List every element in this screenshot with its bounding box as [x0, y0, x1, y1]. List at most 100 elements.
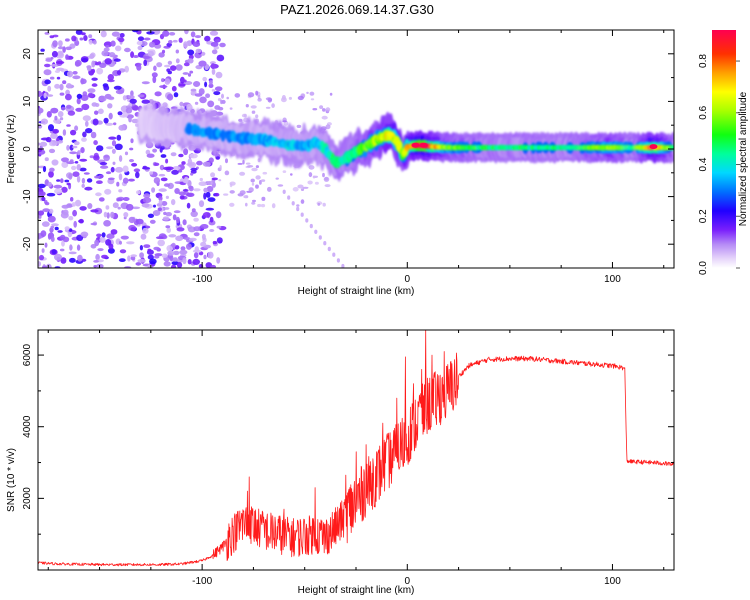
noise-blob — [175, 49, 179, 54]
noise-blob — [202, 161, 211, 167]
noise-blob — [81, 103, 90, 111]
noise-blob — [180, 246, 186, 251]
noise-blob — [83, 35, 88, 41]
noise-blob — [45, 263, 52, 268]
x-tick-label: 100 — [604, 274, 621, 285]
noise-blob — [172, 39, 178, 43]
noise-blob — [200, 224, 209, 229]
noise-blob — [54, 226, 59, 231]
noise-blob — [209, 229, 215, 232]
noise-blob — [94, 239, 100, 247]
noise-blob — [143, 244, 151, 249]
noise-blob — [110, 211, 115, 219]
noise-blob — [226, 96, 229, 100]
noise-blob — [44, 202, 50, 206]
noise-blob — [215, 71, 223, 79]
noise-blob — [171, 199, 176, 206]
noise-blob — [165, 225, 171, 229]
noise-blob — [205, 191, 211, 198]
noise-blob — [68, 216, 74, 221]
noise-blob — [72, 209, 77, 217]
colorbar-label: Normalized spectral amplitude — [738, 91, 749, 226]
noise-blob — [73, 220, 77, 228]
noise-blob — [91, 102, 98, 107]
noise-blob — [100, 30, 107, 38]
noise-blob — [282, 170, 287, 174]
noise-blob — [73, 141, 80, 146]
noise-blob — [75, 30, 83, 35]
noise-blob — [43, 69, 52, 76]
noise-blob — [336, 258, 340, 263]
noise-blob — [115, 45, 122, 52]
snr-y-label: SNR (10 * v/v) — [6, 448, 17, 512]
noise-blob — [74, 125, 79, 131]
noise-blob — [297, 95, 304, 101]
noise-blob — [124, 47, 131, 53]
noise-blob — [194, 101, 199, 105]
noise-blob — [104, 58, 112, 65]
noise-blob — [322, 172, 325, 178]
noise-blob — [164, 207, 170, 210]
noise-blob — [92, 40, 97, 45]
noise-blob — [57, 230, 63, 233]
noise-blob — [143, 193, 151, 199]
noise-blob — [302, 186, 309, 189]
noise-blob — [257, 98, 262, 102]
noise-blob — [181, 161, 186, 165]
noise-blob — [211, 68, 216, 75]
noise-blob — [82, 115, 91, 122]
noise-blob — [38, 233, 42, 240]
noise-blob — [149, 171, 154, 175]
noise-blob — [62, 129, 67, 136]
noise-blob — [175, 58, 180, 64]
noise-blob — [71, 202, 77, 207]
noise-blob — [173, 92, 179, 98]
noise-blob — [54, 83, 60, 89]
snr-series-line — [38, 330, 674, 567]
noise-blob — [176, 227, 185, 232]
noise-blob — [325, 124, 331, 130]
noise-blob — [199, 96, 207, 104]
noise-blob — [108, 136, 117, 140]
noise-blob — [245, 104, 249, 108]
noise-blob — [159, 164, 165, 171]
noise-blob — [245, 162, 251, 165]
noise-blob — [47, 85, 52, 92]
noise-blob — [214, 39, 221, 43]
noise-blob — [174, 188, 180, 194]
noise-blob — [103, 85, 110, 91]
noise-blob — [198, 200, 205, 208]
noise-blob — [211, 177, 218, 181]
noise-blob — [59, 92, 65, 96]
noise-blob — [291, 201, 295, 206]
noise-blob — [51, 249, 57, 255]
noise-blob — [60, 257, 67, 264]
noise-blob — [193, 188, 201, 192]
noise-blob — [178, 37, 183, 43]
x-tick-label: -100 — [192, 576, 212, 587]
noise-blob — [208, 83, 214, 89]
noise-blob — [56, 179, 61, 182]
noise-blob — [300, 199, 305, 204]
noise-blob — [115, 166, 124, 173]
noise-blob — [145, 149, 151, 155]
noise-blob — [128, 216, 136, 224]
noise-blob — [218, 179, 222, 182]
noise-blob — [216, 237, 223, 244]
noise-blob — [66, 182, 71, 186]
noise-blob — [187, 259, 192, 265]
noise-blob — [111, 148, 116, 154]
noise-blob — [152, 148, 158, 153]
noise-blob — [118, 173, 123, 181]
noise-blob — [41, 248, 45, 253]
noise-blob — [59, 248, 65, 252]
noise-blob — [60, 106, 66, 111]
noise-blob — [111, 140, 117, 147]
noise-blob — [106, 233, 115, 239]
noise-blob — [149, 258, 157, 265]
noise-blob — [318, 235, 322, 240]
noise-blob — [128, 95, 135, 99]
noise-blob — [183, 148, 189, 156]
snr-panel: -100 0 100 2000 4000 6000 Height of straight … — [6, 329, 675, 596]
noise-blob — [223, 193, 229, 196]
